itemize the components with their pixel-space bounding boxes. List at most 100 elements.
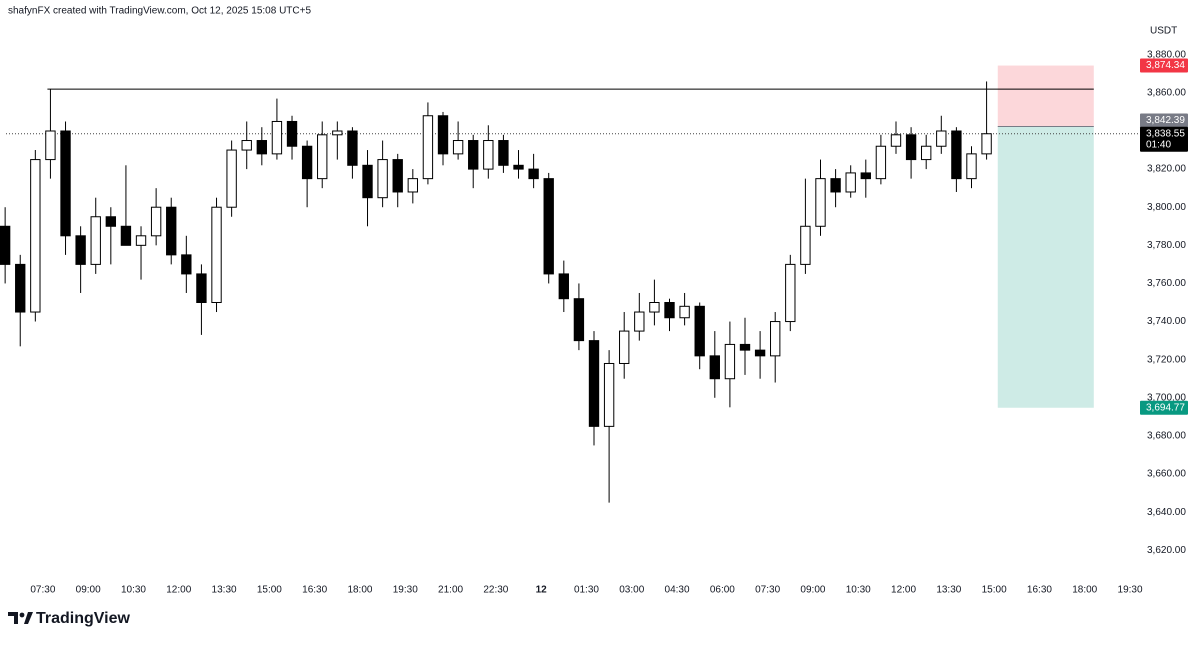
candle-body [815, 178, 826, 227]
candle-body [528, 168, 539, 180]
candle-body [226, 149, 237, 208]
candle-body [936, 130, 947, 147]
candle-body [377, 159, 388, 199]
candle-body [543, 178, 554, 275]
candle-body [181, 254, 192, 275]
candle-body [498, 140, 509, 166]
x-tick-label: 16:30 [1027, 585, 1052, 596]
x-tick-label: 10:30 [121, 585, 146, 596]
candle-body [362, 164, 373, 199]
y-tick-label: 3,680.00 [1147, 431, 1186, 442]
candle-body [90, 216, 101, 265]
candle-body [845, 172, 856, 193]
x-tick-label: 12:00 [891, 585, 916, 596]
candle-body [724, 343, 736, 380]
x-tick-label: 12:00 [166, 585, 191, 596]
candle-body [256, 140, 268, 155]
countdown-label: 01:40 [1146, 139, 1171, 150]
y-tick-label: 3,820.00 [1147, 164, 1186, 175]
candle-body [347, 130, 358, 166]
candle-body [105, 216, 117, 227]
candle-body [483, 140, 494, 170]
candle-body [664, 302, 675, 319]
candle-body [135, 235, 147, 246]
y-tick-label: 3,620.00 [1147, 545, 1186, 556]
candle-body [150, 206, 162, 237]
candle-body [694, 305, 705, 357]
x-tick-label: 04:30 [665, 585, 690, 596]
x-tick-label: 07:30 [755, 585, 780, 596]
stop-tag-label: 3,874.34 [1146, 60, 1185, 71]
candle-body [120, 225, 132, 246]
candle-body [30, 159, 41, 313]
x-tick-label: 19:30 [1118, 585, 1143, 596]
candle-body [558, 273, 569, 300]
candle-body [966, 153, 977, 180]
x-tick-label: 13:30 [936, 585, 961, 596]
y-tick-label: 3,740.00 [1147, 316, 1186, 327]
candle-body [951, 130, 962, 180]
y-tick-label: 3,780.00 [1147, 240, 1186, 251]
x-tick-label: 06:00 [710, 585, 735, 596]
x-tick-label: 19:30 [393, 585, 418, 596]
y-tick-label: 3,860.00 [1147, 88, 1186, 99]
candle-body [241, 140, 252, 151]
x-tick-label: 13:30 [212, 585, 237, 596]
stop-zone [997, 65, 1094, 127]
candle-body [15, 263, 26, 313]
candle-body [890, 134, 902, 147]
y-tick-label: 3,700.00 [1147, 392, 1186, 403]
attribution: shafynFX created with TradingView.com, O… [8, 6, 311, 17]
candle-body [332, 130, 343, 136]
currency: USDT [1150, 26, 1177, 37]
x-tick-label: 07:30 [30, 585, 55, 596]
candle-body [905, 134, 917, 161]
x-tick-label: 16:30 [302, 585, 327, 596]
candle-body [271, 120, 283, 155]
candle-body [800, 225, 811, 265]
x-tick-label: 01:30 [574, 585, 599, 596]
target-tag [1140, 400, 1188, 415]
candle-body [679, 305, 690, 319]
candle-body [407, 178, 418, 193]
x-tick-label: 09:00 [76, 585, 101, 596]
x-tick-label: 03:00 [619, 585, 644, 596]
candle-body [860, 172, 871, 180]
x-tick-label: 15:00 [982, 585, 1007, 596]
candle-body [739, 343, 751, 351]
y-tick-label: 3,720.00 [1147, 354, 1186, 365]
entry-tag-label: 3,842.39 [1146, 115, 1185, 126]
candle-body [754, 349, 766, 357]
candle-body [573, 298, 585, 342]
y-tick-label: 3,640.00 [1147, 507, 1186, 518]
y-tick-label: 3,760.00 [1147, 278, 1186, 289]
candle-body [588, 340, 600, 427]
candle-body [770, 321, 781, 357]
x-tick-label: 12 [536, 585, 548, 596]
last-price-label: 3,838.55 [1146, 128, 1185, 139]
candle-body [0, 225, 11, 265]
candle-body [196, 273, 207, 303]
candle-body [875, 145, 887, 180]
candle-body [45, 130, 56, 161]
y-tick-label: 3,800.00 [1147, 202, 1186, 213]
candle-body [166, 206, 177, 256]
y-tick-label: 3,880.00 [1147, 49, 1186, 60]
x-tick-label: 22:30 [483, 585, 508, 596]
logo-icon [8, 612, 33, 624]
x-tick-label: 09:00 [800, 585, 825, 596]
candle-body [830, 178, 841, 193]
candle-body [437, 115, 449, 155]
x-tick-label: 10:30 [846, 585, 871, 596]
candle-body [981, 133, 992, 155]
candle-body [619, 330, 630, 364]
candle-body [75, 235, 86, 265]
candle-body [317, 134, 328, 180]
candle-body [392, 159, 403, 193]
target-zone [997, 126, 1094, 408]
candle-body [286, 120, 298, 147]
y-tick-label: 3,660.00 [1147, 469, 1186, 480]
logo-text: TradingView [36, 610, 131, 627]
